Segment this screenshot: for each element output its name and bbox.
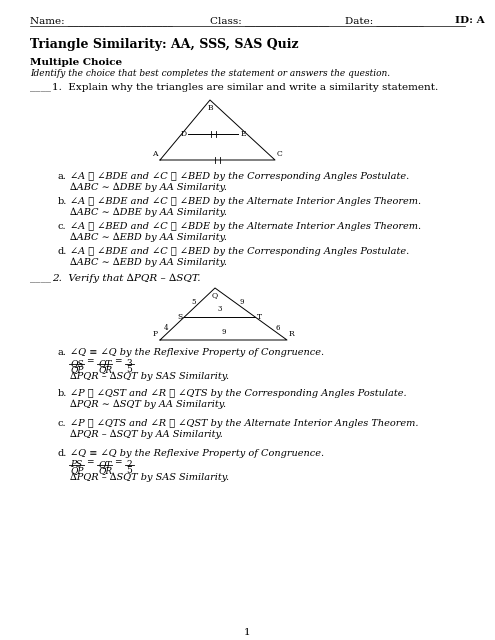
- Text: QR: QR: [98, 365, 112, 374]
- Text: a.: a.: [58, 172, 67, 181]
- Text: =: =: [114, 358, 121, 367]
- Text: ∠A ≅ ∠BDE and ∠C ≅ ∠BED by the Corresponding Angles Postulate.: ∠A ≅ ∠BDE and ∠C ≅ ∠BED by the Correspon…: [70, 247, 409, 256]
- Text: QT: QT: [98, 359, 111, 368]
- Text: ∆ABC ∼ ∆EBD by AA Similarity.: ∆ABC ∼ ∆EBD by AA Similarity.: [70, 233, 227, 243]
- Text: PS: PS: [70, 460, 82, 469]
- Text: QP: QP: [70, 365, 83, 374]
- Text: ∆PQR ∼ ∆SQT by AA Similarity.: ∆PQR ∼ ∆SQT by AA Similarity.: [70, 400, 226, 410]
- Text: 5: 5: [126, 466, 132, 475]
- Text: d.: d.: [58, 247, 67, 256]
- Text: 1: 1: [244, 628, 250, 637]
- Text: R: R: [289, 330, 295, 338]
- Text: ∆ABC ∼ ∆EBD by AA Similarity.: ∆ABC ∼ ∆EBD by AA Similarity.: [70, 258, 227, 268]
- Text: ∆PQR – ∆SQT by AA Similarity.: ∆PQR – ∆SQT by AA Similarity.: [70, 430, 223, 439]
- Text: QT: QT: [98, 460, 111, 469]
- Text: 2: 2: [126, 460, 132, 469]
- Text: ∆PQR – ∆SQT by SAS Similarity.: ∆PQR – ∆SQT by SAS Similarity.: [70, 372, 229, 381]
- Text: D: D: [180, 130, 186, 138]
- Text: QS: QS: [70, 359, 84, 368]
- Text: QR: QR: [98, 466, 112, 475]
- Text: ∠P ≅ ∠QTS and ∠R ≅ ∠QST by the Alternate Interior Angles Theorem.: ∠P ≅ ∠QTS and ∠R ≅ ∠QST by the Alternate…: [70, 419, 418, 428]
- Text: Identify the choice that best completes the statement or answers the question.: Identify the choice that best completes …: [30, 69, 390, 78]
- Text: c.: c.: [58, 222, 67, 231]
- Text: ∆ABC ∼ ∆DBE by AA Similarity.: ∆ABC ∼ ∆DBE by AA Similarity.: [70, 208, 227, 218]
- Text: 1.  Explain why the triangles are similar and write a similarity statement.: 1. Explain why the triangles are similar…: [52, 83, 438, 92]
- Text: Triangle Similarity: AA, SSS, SAS Quiz: Triangle Similarity: AA, SSS, SAS Quiz: [30, 38, 298, 51]
- Text: E: E: [240, 130, 246, 138]
- Text: 3: 3: [218, 305, 222, 313]
- Text: ∠A ≅ ∠BDE and ∠C ≅ ∠BED by the Corresponding Angles Postulate.: ∠A ≅ ∠BDE and ∠C ≅ ∠BED by the Correspon…: [70, 172, 409, 181]
- Text: A: A: [152, 150, 158, 158]
- Text: =: =: [86, 458, 94, 467]
- Text: 4: 4: [164, 324, 168, 333]
- Text: 9: 9: [239, 298, 244, 307]
- Text: b.: b.: [58, 197, 67, 206]
- Text: S: S: [177, 313, 182, 321]
- Text: QP: QP: [70, 466, 83, 475]
- Text: ∆ABC ∼ ∆DBE by AA Similarity.: ∆ABC ∼ ∆DBE by AA Similarity.: [70, 183, 227, 192]
- Text: ∠A ≅ ∠BDE and ∠C ≅ ∠BED by the Alternate Interior Angles Theorem.: ∠A ≅ ∠BDE and ∠C ≅ ∠BED by the Alternate…: [70, 197, 421, 206]
- Text: d.: d.: [58, 449, 67, 458]
- Text: ∠Q ≡ ∠Q by the Reflexive Property of Congruence.: ∠Q ≡ ∠Q by the Reflexive Property of Con…: [70, 449, 324, 458]
- Text: ∠P ≅ ∠QST and ∠R ≅ ∠QTS by the Corresponding Angles Postulate.: ∠P ≅ ∠QST and ∠R ≅ ∠QTS by the Correspon…: [70, 389, 406, 398]
- Text: T: T: [257, 313, 262, 321]
- Text: ____: ____: [30, 83, 51, 92]
- Text: 5: 5: [126, 365, 132, 374]
- Text: 2.  Verify that ∆PQR – ∆SQT.: 2. Verify that ∆PQR – ∆SQT.: [52, 274, 200, 284]
- Text: c.: c.: [58, 419, 67, 428]
- Text: ____: ____: [30, 274, 51, 283]
- Text: a.: a.: [58, 348, 67, 357]
- Text: =: =: [114, 458, 121, 467]
- Text: P: P: [153, 330, 158, 338]
- Text: ∠Q ≡ ∠Q by the Reflexive Property of Congruence.: ∠Q ≡ ∠Q by the Reflexive Property of Con…: [70, 348, 324, 357]
- Text: =: =: [86, 358, 94, 367]
- Text: B: B: [207, 104, 213, 112]
- Text: C: C: [277, 150, 283, 158]
- Text: Multiple Choice: Multiple Choice: [30, 58, 122, 67]
- Text: b.: b.: [58, 389, 67, 398]
- Text: 5: 5: [191, 298, 196, 307]
- Text: 6: 6: [275, 324, 280, 333]
- Text: Name: ____________________: Name: ____________________: [30, 16, 173, 26]
- Text: ID: A: ID: A: [455, 16, 485, 25]
- Text: Date: _________: Date: _________: [345, 16, 424, 26]
- Text: Q: Q: [212, 291, 218, 299]
- Text: 3: 3: [126, 359, 132, 368]
- Text: ∆PQR – ∆SQT by SAS Similarity.: ∆PQR – ∆SQT by SAS Similarity.: [70, 473, 229, 483]
- Text: ∠A ≅ ∠BED and ∠C ≅ ∠BDE by the Alternate Interior Angles Theorem.: ∠A ≅ ∠BED and ∠C ≅ ∠BDE by the Alternate…: [70, 222, 421, 231]
- Text: 9: 9: [221, 328, 226, 336]
- Text: Class: ________________: Class: ________________: [210, 16, 329, 26]
